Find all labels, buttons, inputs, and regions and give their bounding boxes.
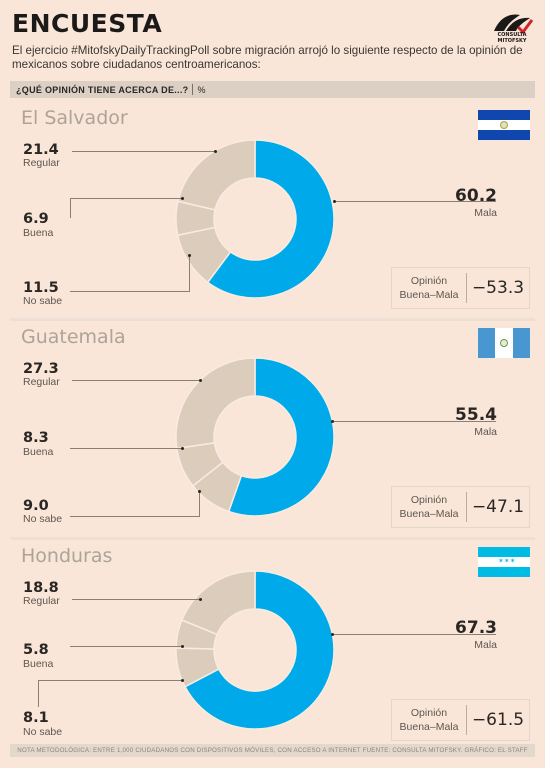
net-separator <box>466 492 467 522</box>
leader-line <box>70 291 189 292</box>
net-separator <box>466 273 467 303</box>
leader-line <box>332 634 496 635</box>
label-mala: Mala <box>474 207 497 219</box>
label-buena: Buena <box>23 658 54 670</box>
value-regular: 27.3 <box>23 361 59 377</box>
net-opinion-box: Opinión Buena–Mala −47.1 <box>391 486 530 528</box>
slice-mala <box>206 139 335 299</box>
leader-line <box>189 255 190 292</box>
value-mala: 67.3 <box>455 618 497 638</box>
leader-line <box>334 201 496 202</box>
leader-dot <box>331 420 334 423</box>
leader-line <box>72 151 215 152</box>
value-no-sabe: 8.1 <box>23 710 49 726</box>
label-regular: Regular <box>23 595 60 607</box>
net-label: Opinión Buena–Mala <box>399 707 459 733</box>
value-no-sabe: 9.0 <box>23 498 49 514</box>
leader-line <box>70 198 71 218</box>
leader-line <box>70 516 199 517</box>
label-buena: Buena <box>23 446 54 458</box>
net-label: Opinión Buena–Mala <box>399 275 459 301</box>
net-opinion-box: Opinión Buena–Mala −53.3 <box>391 267 530 309</box>
leader-dot <box>198 490 201 493</box>
label-regular: Regular <box>23 376 60 388</box>
leader-line <box>72 380 200 381</box>
slice-mala <box>184 570 335 730</box>
slice-regular <box>177 139 256 211</box>
label-mala: Mala <box>474 426 497 438</box>
value-buena: 8.3 <box>23 430 49 446</box>
page-title: ENCUESTA <box>12 9 163 38</box>
value-no-sabe: 11.5 <box>23 280 59 296</box>
logo-text: CONSULTA MITOFSKY <box>497 32 527 44</box>
leader-line <box>70 646 182 647</box>
label-no-sabe: No sabe <box>23 726 63 738</box>
value-mala: 55.4 <box>455 405 497 425</box>
country-title: El Salvador <box>21 107 128 129</box>
leader-dot <box>181 679 184 682</box>
label-mala: Mala <box>474 639 497 651</box>
leader-dot <box>214 150 217 153</box>
leader-dot <box>181 197 184 200</box>
label-no-sabe: No sabe <box>23 295 63 307</box>
leader-dot <box>333 200 336 203</box>
slice-regular <box>175 357 256 450</box>
leader-line <box>70 448 182 449</box>
question-text: ¿QUÉ OPINIÓN TIENE ACERCA DE...? <box>16 84 189 95</box>
question-separator <box>192 84 194 95</box>
leader-dot <box>188 254 191 257</box>
leader-dot <box>181 645 184 648</box>
slice-mala <box>227 357 335 517</box>
leader-line <box>70 198 182 199</box>
label-buena: Buena <box>23 227 54 239</box>
net-separator <box>466 705 467 735</box>
leader-line <box>199 491 200 517</box>
net-label: Opinión Buena–Mala <box>399 494 459 520</box>
methodology-footer: NOTA METODOLÓGICA: ENTRE 1,000 CIUDADANO… <box>10 744 535 757</box>
leader-line <box>38 680 182 681</box>
leader-line <box>38 680 39 707</box>
net-value: −61.5 <box>471 710 525 730</box>
leader-line <box>332 421 496 422</box>
donut-chart <box>175 139 335 299</box>
donut-chart <box>175 570 335 730</box>
value-regular: 18.8 <box>23 580 59 596</box>
el-salvador-flag-icon <box>478 110 530 140</box>
leader-dot <box>331 633 334 636</box>
section-divider <box>10 318 535 321</box>
section-divider <box>10 537 535 540</box>
donut-chart <box>175 357 335 517</box>
country-title: Honduras <box>21 545 113 567</box>
unit-label: % <box>197 84 206 95</box>
label-no-sabe: No sabe <box>23 513 63 525</box>
intro-text: El ejercicio #MitofskyDailyTrackingPoll … <box>12 44 523 71</box>
leader-line <box>72 599 200 600</box>
value-buena: 6.9 <box>23 211 49 227</box>
net-opinion-box: Opinión Buena–Mala −61.5 <box>391 699 530 741</box>
value-buena: 5.8 <box>23 642 49 658</box>
leader-dot <box>199 598 202 601</box>
label-regular: Regular <box>23 157 60 169</box>
country-title: Guatemala <box>21 326 126 348</box>
slice-regular <box>180 570 256 636</box>
net-value: −47.1 <box>471 497 525 517</box>
honduras-flag-icon: ✶✶✶ <box>478 547 530 577</box>
value-mala: 60.2 <box>455 186 497 206</box>
question-bar: ¿QUÉ OPINIÓN TIENE ACERCA DE...? % <box>10 81 535 98</box>
leader-dot <box>181 447 184 450</box>
mitofsky-logo-icon <box>494 14 534 35</box>
guatemala-flag-icon <box>478 328 530 358</box>
net-value: −53.3 <box>471 278 525 298</box>
leader-dot <box>199 379 202 382</box>
value-regular: 21.4 <box>23 142 59 158</box>
